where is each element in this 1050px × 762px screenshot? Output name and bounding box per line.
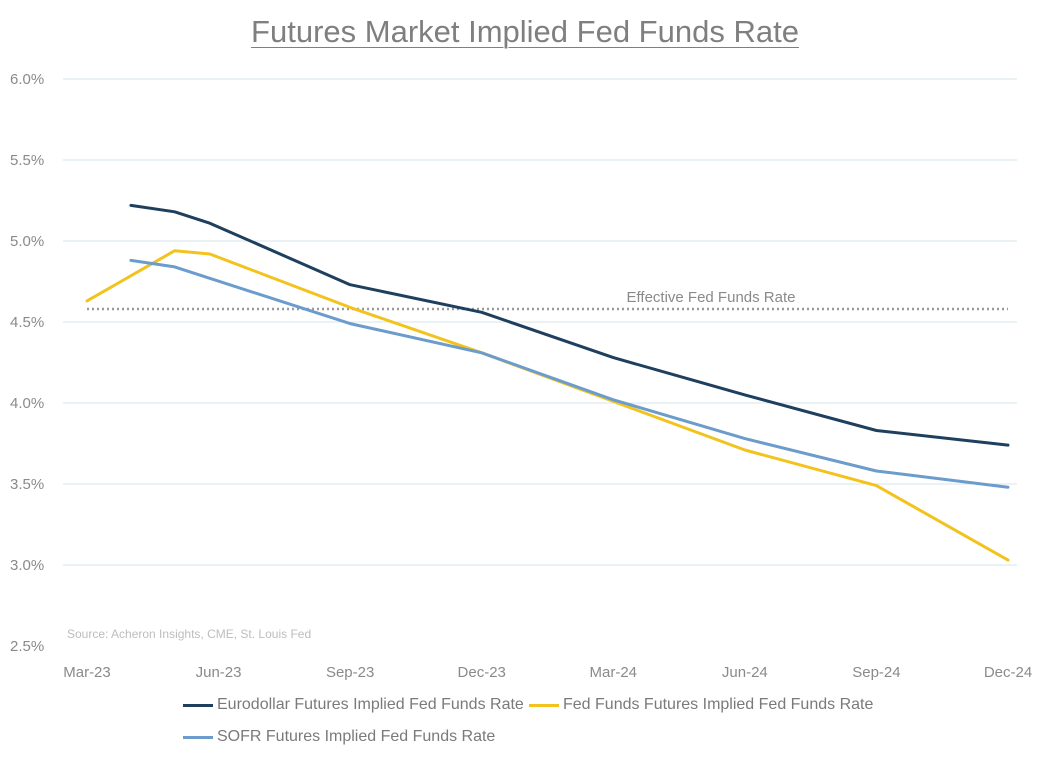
x-tick-label: Sep-23 [326, 664, 374, 681]
legend-item-eurodollar: Eurodollar Futures Implied Fed Funds Rat… [183, 696, 524, 714]
gridlines [63, 78, 1017, 566]
effective-rate-label: Effective Fed Funds Rate [627, 289, 796, 306]
chart-title: Futures Market Implied Fed Funds Rate [251, 14, 799, 49]
legend-item-sofr: SOFR Futures Implied Fed Funds Rate [183, 728, 495, 746]
y-tick-label: 3.5% [10, 476, 44, 493]
y-tick-label: 5.5% [10, 152, 44, 169]
legend-item-fed-funds: Fed Funds Futures Implied Fed Funds Rate [529, 696, 873, 714]
x-tick-label: Dec-24 [984, 664, 1032, 681]
legend-label-eurodollar: Eurodollar Futures Implied Fed Funds Rat… [217, 696, 524, 713]
x-tick-label: Sep-24 [852, 664, 900, 681]
sofr-series-line [129, 258, 1010, 489]
x-axis: Mar-23 Jun-23 Sep-23 Dec-23 Mar-24 Jun-24 Sep-… [63, 664, 1032, 681]
reference-line-group: Effective Fed Funds Rate [87, 289, 1008, 311]
y-axis: 2.5% 3.0% 3.5% 4.0% 4.5% 5.0% 5.5% 6.0% [10, 71, 44, 655]
legend-swatch-fed-funds [529, 703, 559, 707]
x-tick-label: Mar-23 [63, 664, 111, 681]
legend-label-sofr: SOFR Futures Implied Fed Funds Rate [217, 728, 496, 745]
series-lines [85, 203, 1010, 562]
x-tick-label: Mar-24 [590, 664, 638, 681]
y-tick-label: 3.0% [10, 557, 44, 574]
line-chart: 2.5% 3.0% 3.5% 4.0% 4.5% 5.0% 5.5% 6.0% Mar-23 J… [10, 71, 1032, 681]
source-note: Source: Acheron Insights, CME, St. Louis… [67, 627, 311, 641]
y-tick-label: 6.0% [10, 71, 44, 88]
x-tick-label: Jun-23 [196, 664, 242, 681]
y-tick-label: 4.0% [10, 395, 44, 412]
legend-swatch-sofr [183, 735, 213, 739]
y-tick-label: 4.5% [10, 314, 44, 331]
legend-label-fed-funds: Fed Funds Futures Implied Fed Funds Rate [563, 696, 874, 713]
fed-funds-series-line [85, 249, 1010, 562]
x-tick-label: Jun-24 [722, 664, 768, 681]
x-tick-label: Dec-23 [458, 664, 506, 681]
legend-swatch-eurodollar [183, 703, 213, 707]
eurodollar-series-line [129, 203, 1010, 447]
y-tick-label: 5.0% [10, 233, 44, 250]
y-tick-label: 2.5% [10, 638, 44, 655]
